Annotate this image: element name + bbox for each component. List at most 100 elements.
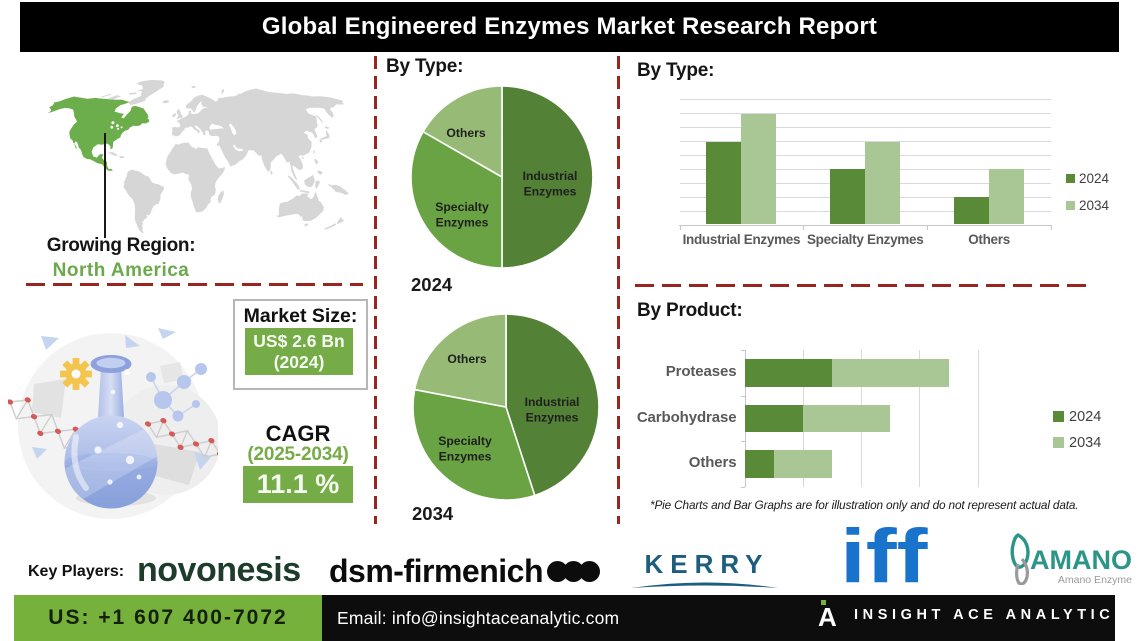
footer-brand: A INSIGHT ACE ANALYTIC	[818, 600, 1115, 632]
landmass	[319, 139, 323, 143]
landmass	[100, 93, 112, 98]
landmass	[324, 126, 329, 130]
category-label: Proteases	[665, 363, 737, 381]
landmass	[128, 92, 137, 95]
legend-swatch-2034	[1053, 436, 1064, 448]
gridline	[679, 154, 1051, 156]
landmass	[106, 152, 119, 156]
world-map	[47, 80, 349, 235]
category-label: Carbohydrase	[636, 408, 737, 426]
axis-tick	[740, 395, 745, 397]
axis-tick	[803, 224, 805, 230]
divider-left-horizontal	[26, 283, 363, 286]
logo-amano: AMANO Amano Enzyme	[1008, 531, 1132, 586]
pie-2024-year-label: 2024	[411, 274, 453, 295]
landmass	[107, 95, 122, 100]
pie-slice-specialty-enzymes	[412, 388, 536, 501]
landmass	[123, 169, 164, 235]
landmass	[127, 95, 146, 106]
axis-tick	[740, 441, 745, 443]
region-callout-line	[104, 133, 106, 238]
landmass	[315, 180, 320, 190]
landmass	[270, 170, 273, 175]
gridline	[679, 140, 1051, 142]
landmass	[314, 158, 319, 165]
logo-dsm-firmenich: dsm-firmenich	[329, 553, 600, 590]
axis-tick	[740, 487, 745, 488]
legend-swatch-2034	[1066, 201, 1075, 210]
category-label: Specialty Enzymes	[806, 231, 924, 247]
pie-slice-label: Enzymes	[526, 411, 579, 425]
title-banner: Global Engineered Enzymes Market Researc…	[20, 2, 1119, 52]
pie-slice-label: Enzymes	[439, 450, 492, 464]
x-axis	[678, 224, 1051, 226]
region-north-america	[47, 96, 150, 171]
bar-2024-carbohydrase	[744, 404, 803, 433]
pie-slice-label: Others	[446, 126, 486, 140]
bar-2034-carbohydrase	[802, 404, 891, 433]
pie-slice-label: Industrial	[523, 169, 578, 183]
market-size-label: Market Size:	[243, 305, 358, 327]
landmass	[287, 175, 301, 190]
logo-amano-subtitle: Amano Enzyme	[1057, 574, 1132, 586]
bar-2024-proteases	[744, 359, 832, 387]
legend-label-2024: 2024	[1079, 171, 1110, 186]
landmass	[165, 142, 225, 213]
landmass	[233, 144, 244, 152]
landmass	[337, 216, 345, 225]
axis-tick	[1051, 224, 1052, 230]
landmass	[328, 183, 349, 195]
report-title: Global Engineered Enzymes Market Researc…	[261, 13, 878, 40]
landmass	[136, 87, 156, 92]
landmass	[317, 170, 323, 175]
gridline	[679, 99, 1051, 100]
landmass	[301, 156, 304, 160]
chart-disclaimer: *Pie Charts and Bar Graphs are for illus…	[650, 498, 1079, 512]
footer-phone-bar: US: +1 607 400-7072	[14, 595, 322, 641]
market-size-value-line1: US$ 2.6 Bn	[253, 331, 345, 351]
logo-kerry: KERRY	[630, 551, 780, 595]
footer-brand-text: INSIGHT ACE ANALYTIC	[854, 607, 1115, 623]
landmass	[191, 85, 196, 89]
legend-swatch-2024	[1053, 411, 1064, 422]
legend-label-2024: 2024	[1069, 409, 1102, 425]
landmass	[161, 100, 170, 104]
cagr-value: 11.1 %	[243, 466, 353, 503]
landmass	[315, 114, 324, 125]
pie-slice-others	[422, 85, 503, 178]
bar-2034-others	[773, 450, 832, 478]
landmass	[313, 150, 315, 154]
category-label: Others	[968, 231, 1010, 247]
landmass	[320, 130, 330, 140]
market-size-value-line2: (2024)	[273, 352, 325, 372]
pie-chart-2024: Industrial Enzymes Specialty Enzymes Others	[410, 85, 594, 269]
footer-email: Email: info@insightaceanalytic.com	[337, 607, 620, 628]
market-size-value: US$ 2.6 Bn (2024)	[245, 328, 353, 375]
kerry-swoosh-icon	[632, 582, 778, 588]
pie-slice-industrial-enzymes	[501, 85, 594, 269]
pie-slice-label: Specialty	[438, 434, 492, 448]
bar-2024-industrial-enzymes	[706, 142, 742, 225]
lab-illustration	[8, 328, 218, 519]
bar-2034-others	[989, 168, 1025, 225]
landmass	[171, 113, 176, 118]
growing-region-value: North America	[52, 260, 190, 281]
bar-2034-proteases	[832, 359, 949, 387]
bar-2024-others	[954, 196, 990, 225]
pie-slice-label: Specialty	[435, 200, 489, 214]
logo-dsm-text: dsm-firmenich	[329, 553, 543, 589]
gridline	[977, 350, 979, 487]
landmass	[176, 109, 183, 119]
pie-slice-others	[413, 313, 507, 408]
bar-section-title: By Type:	[637, 60, 715, 81]
divider-vertical-1	[374, 56, 377, 524]
landmass	[172, 88, 344, 181]
key-players-label: Key Players:	[28, 563, 125, 580]
growing-region-label: Growing Region:	[46, 235, 196, 256]
pie-slice-specialty-enzymes	[410, 130, 503, 269]
bar-2024-others	[744, 450, 774, 478]
landmass	[217, 190, 224, 204]
legend-label-2034: 2034	[1079, 198, 1110, 213]
bar-2034-specialty-enzymes	[865, 142, 901, 225]
axis-tick	[740, 350, 745, 351]
